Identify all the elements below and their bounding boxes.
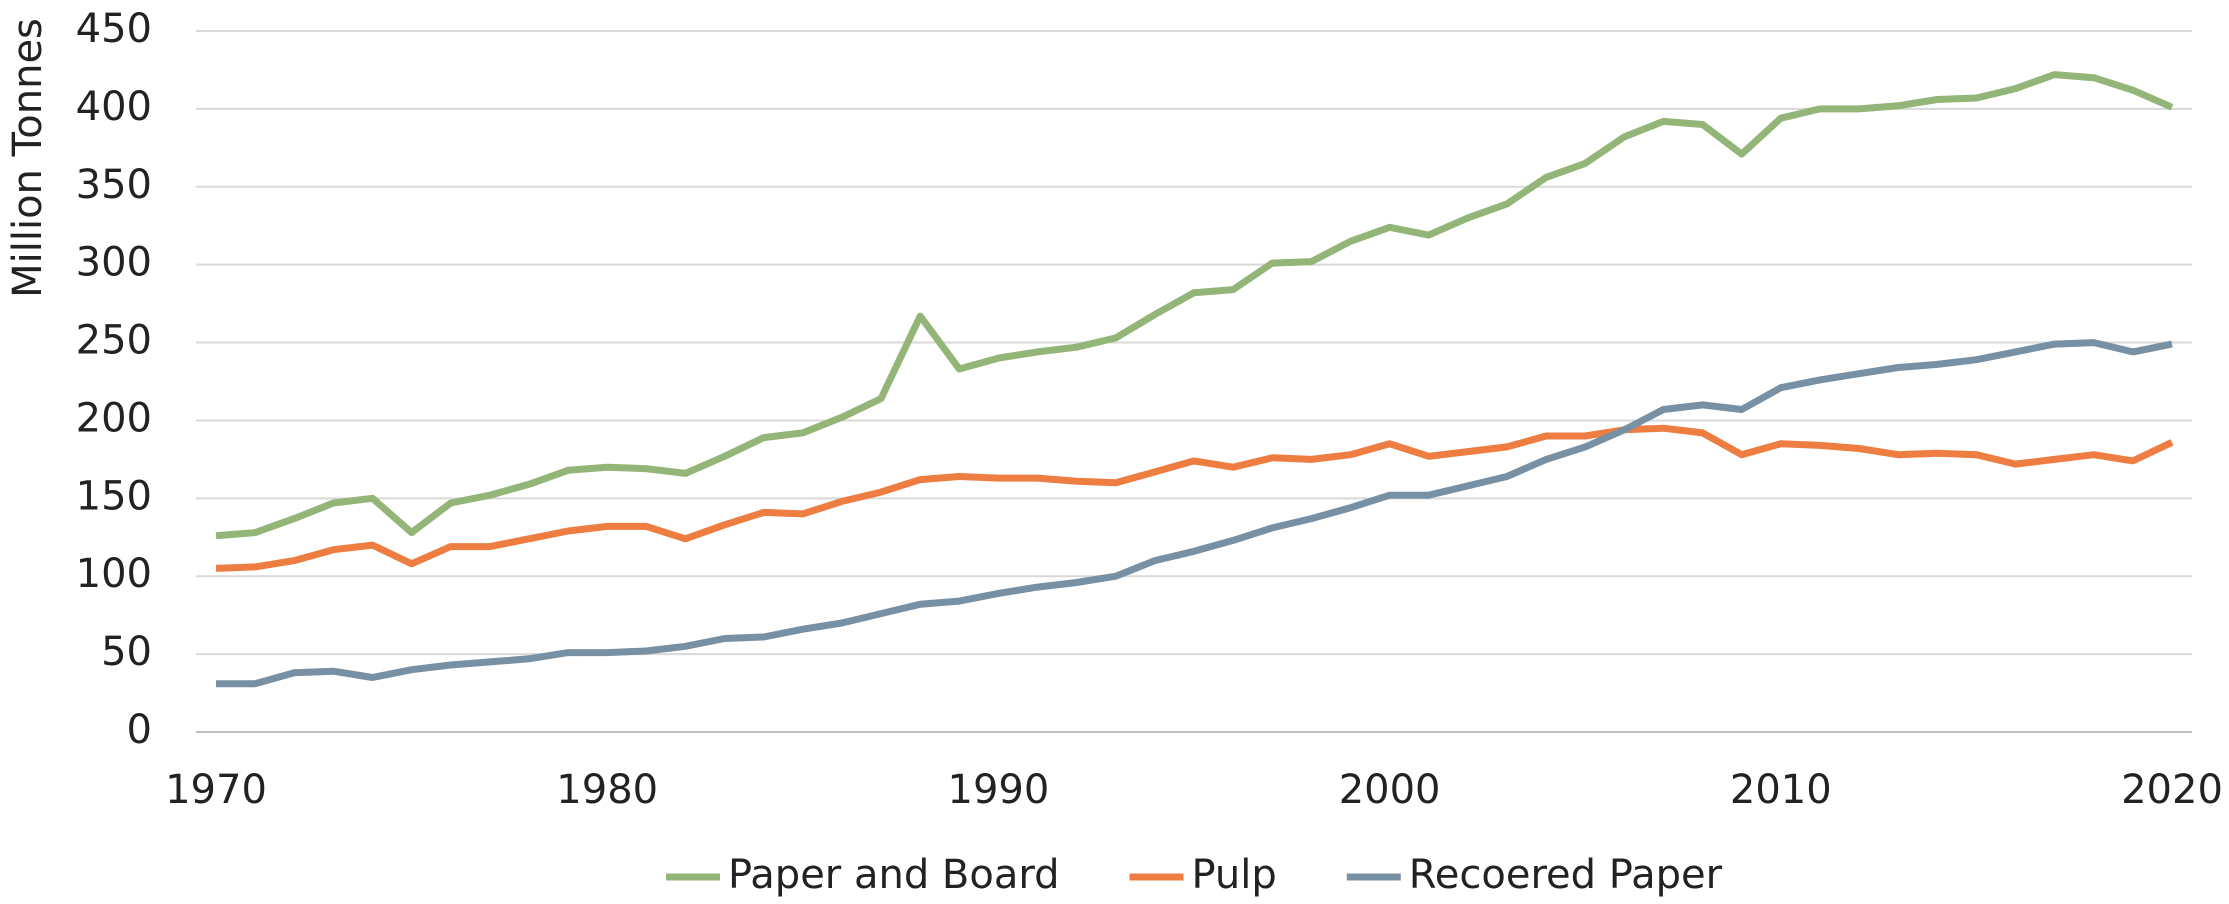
y-tick-label: 150: [76, 473, 152, 519]
y-tick-label: 100: [76, 551, 152, 597]
data-line: [215, 424, 2174, 572]
legend-label: Recoered Paper: [1409, 852, 1723, 898]
x-tick-label: 2010: [1730, 767, 1832, 813]
y-tick-label: 0: [127, 707, 152, 753]
x-tick-label: 2000: [1339, 767, 1441, 813]
legend-label: Pulp: [1192, 852, 1277, 898]
y-tick-label: 250: [76, 318, 152, 364]
y-tick-label: 50: [101, 629, 152, 675]
data-line: [215, 71, 2174, 540]
y-axis-title: Million Tonnes: [5, 18, 51, 298]
y-tick-label: 450: [76, 6, 152, 52]
y-tick-label: 200: [76, 395, 152, 441]
y-tick-label: 350: [76, 162, 152, 208]
x-tick-label: 1980: [556, 767, 658, 813]
data-line: [216, 339, 2173, 688]
y-tick-label: 300: [76, 240, 152, 286]
x-tick-label: 2020: [2121, 767, 2223, 813]
x-tick-label: 1970: [165, 767, 267, 813]
y-tick-label: 400: [76, 84, 152, 130]
legend-label: Paper and Board: [728, 852, 1060, 898]
x-tick-label: 1990: [948, 767, 1050, 813]
